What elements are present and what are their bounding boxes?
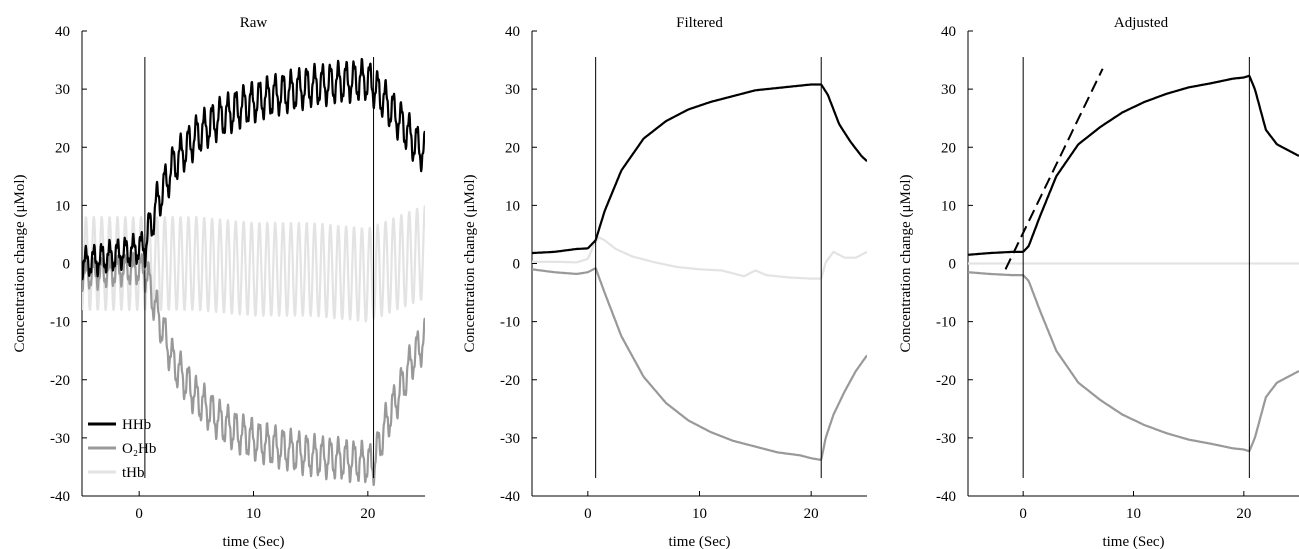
x-tick-label: 0 [135,506,143,522]
y-tick-label: 0 [949,257,957,273]
x-axis-label: time (Sec) [1102,534,1164,549]
legend-label: tHb [122,465,145,481]
x-tick-label: 20 [360,506,375,522]
x-tick-label: 0 [584,506,592,522]
y-tick-label: -30 [936,431,956,447]
y-tick-label: 40 [505,24,520,40]
legend: HHb O₂Hb tHb [88,417,156,481]
y-tick-label: 30 [941,82,956,98]
chart-panel-1: 40 30 20 10 0 -10 -20 -30 -40 0 10 20 Raw time (Sec) C… [12,15,425,549]
x-tick-label: 0 [1019,506,1027,522]
x-tick-label: 20 [1236,506,1251,522]
chart-title: Filtered [676,15,723,31]
chart-title: Raw [240,15,268,31]
y-tick-label: -10 [50,315,70,331]
y-tick-label: -10 [500,315,520,331]
y-tick-label: 40 [941,24,956,40]
x-axis-label: time (Sec) [668,534,730,549]
y-tick-label: 20 [55,140,70,156]
x-tick-label: 10 [1126,506,1141,522]
chart-panel-2: 40 30 20 10 0 -10 -20 -30 -40 0 10 20 Filtered time (… [462,15,867,549]
x-axis-label: time (Sec) [222,534,284,549]
series-line-O₂Hb [532,267,867,461]
legend-label: HHb [122,417,151,433]
y-axis-label: Concentration change (μMol) [898,175,914,353]
y-tick-label: -10 [936,315,956,331]
y-tick-label: -20 [936,373,956,389]
y-tick-label: -30 [50,431,70,447]
y-tick-label: 30 [55,82,70,98]
y-tick-label: 0 [513,257,521,273]
legend-label: O₂Hb [122,441,156,457]
y-tick-label: -30 [500,431,520,447]
series-line-HHb [82,57,425,281]
y-tick-label: -40 [936,489,956,505]
x-tick-label: 20 [804,506,819,522]
y-tick-label: -20 [500,373,520,389]
y-tick-label: -40 [500,489,520,505]
y-tick-label: 10 [505,198,520,214]
y-tick-label: -20 [50,373,70,389]
y-tick-label: 30 [505,82,520,98]
series-line-HHb [532,83,867,255]
y-tick-label: 10 [941,198,956,214]
x-tick-label: 10 [246,506,261,522]
x-tick-label: 10 [692,506,707,522]
series-line-tHb [532,236,867,280]
y-tick-label: 20 [505,140,520,156]
y-tick-label: 40 [55,24,70,40]
y-tick-label: 0 [63,257,71,273]
y-tick-label: 20 [941,140,956,156]
y-axis-label: Concentration change (μMol) [12,175,28,353]
y-axis-label: Concentration change (μMol) [462,175,478,353]
y-tick-label: 10 [55,198,70,214]
chart-panel-3: 40 30 20 10 0 -10 -20 -30 -40 0 10 20 Adjusted time (… [898,15,1299,549]
tangent-dashed-line [1004,68,1104,270]
y-tick-label: -40 [50,489,70,505]
series-line-O₂Hb [82,252,425,487]
chart-title: Adjusted [1114,15,1169,31]
